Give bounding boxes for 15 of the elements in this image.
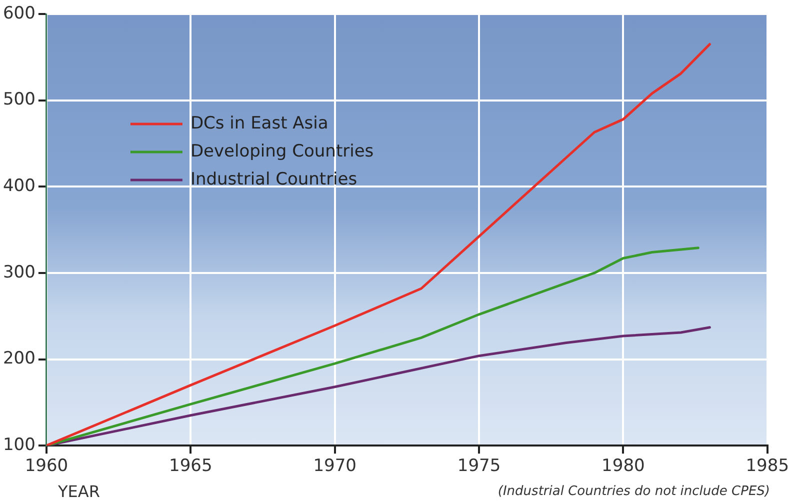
y-tick-label: 500 (2, 90, 36, 110)
x-tick-label: 1975 (457, 456, 501, 476)
y-tick-label: 400 (2, 176, 36, 196)
y-tick-label: 200 (2, 348, 36, 369)
x-tick-label: 1980 (602, 456, 645, 476)
y-tick-label: 300 (2, 262, 36, 282)
x-tick-label: 1985 (746, 456, 789, 476)
x-tick-label: 1960 (24, 456, 68, 476)
legend-label: DCs in East Asia (190, 113, 328, 134)
y-tick-label: 100 (2, 435, 36, 456)
x-axis-title: YEAR (58, 482, 100, 501)
y-tick-label: 600 (2, 3, 36, 24)
x-tick-label: 1970 (313, 456, 356, 476)
x-tick-label: 1965 (169, 456, 212, 476)
text: (Industrial Countries do not include CPES) (498, 484, 770, 499)
